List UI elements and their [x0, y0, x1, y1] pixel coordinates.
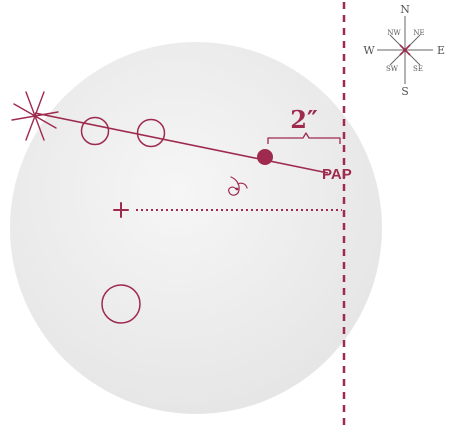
measurement-label: 2″ [290, 105, 318, 134]
compass-se: SE [413, 65, 423, 73]
asterisk-burst-icon [11, 91, 59, 141]
compass-sw: SW [386, 65, 399, 73]
spiral-icon [228, 176, 248, 196]
compass-nw: NW [387, 29, 401, 37]
compass-e: E [437, 44, 445, 57]
plus-icon [113, 202, 129, 218]
pap-label: PAP [322, 166, 352, 183]
compass-n: N [400, 3, 410, 16]
open-circle [136, 118, 166, 148]
compass-rose: N S E W NW NE SW SE [363, 3, 445, 98]
compass-ne: NE [413, 29, 424, 37]
compass-s: S [401, 85, 409, 98]
compass-w: W [363, 44, 375, 57]
measurement-brace [267, 132, 341, 144]
lower-open-circle [101, 284, 141, 324]
background-disk [10, 42, 382, 414]
filled-point [257, 149, 273, 165]
open-circle [80, 116, 110, 146]
